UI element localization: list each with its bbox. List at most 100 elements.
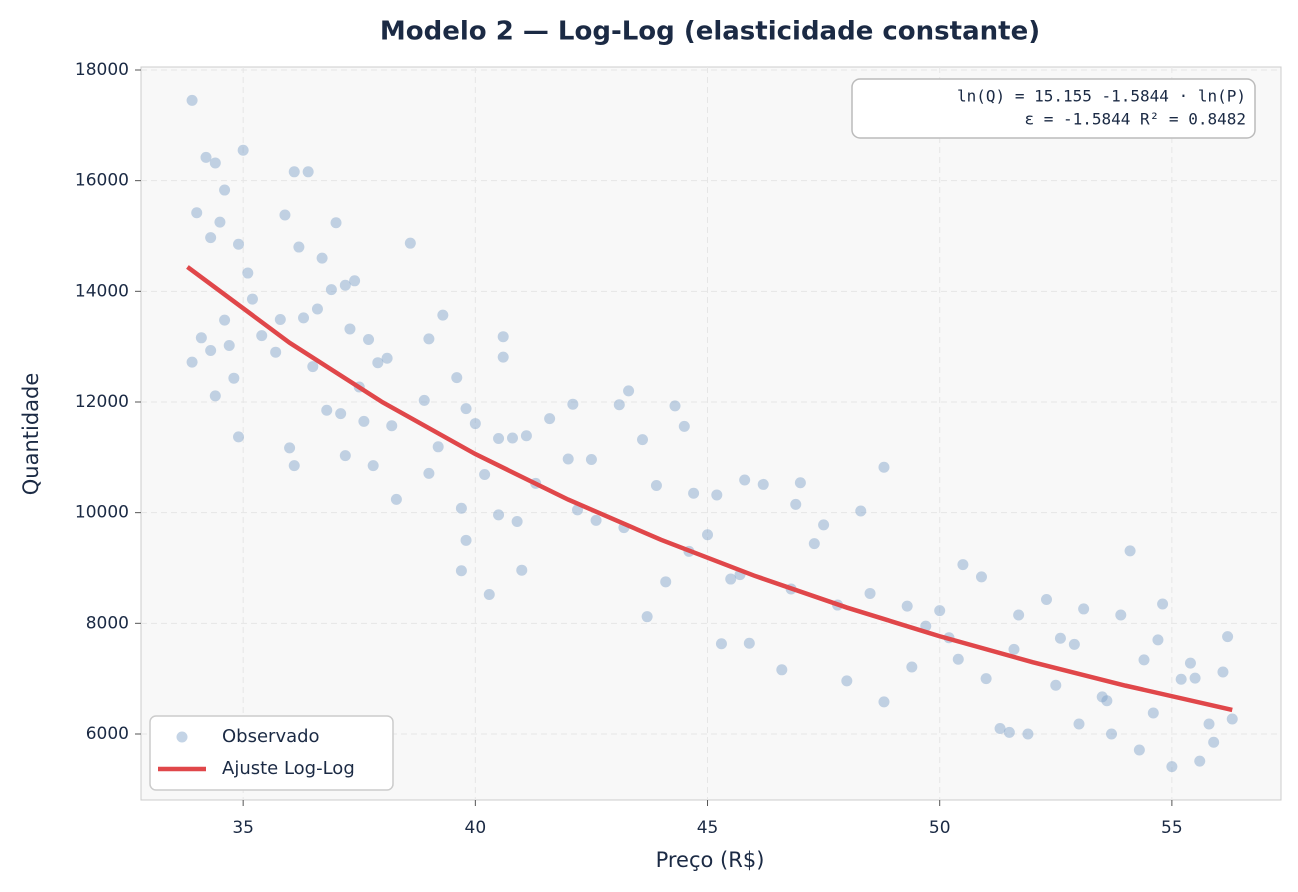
data-point (1222, 631, 1234, 643)
data-point (1175, 673, 1187, 685)
data-point (209, 390, 221, 402)
legend-label: Observado (222, 726, 320, 747)
x-tick-label: 40 (465, 818, 487, 838)
data-point (957, 559, 969, 571)
data-point (358, 415, 370, 427)
data-point (1008, 643, 1020, 655)
legend-box (149, 715, 394, 791)
data-point (321, 404, 333, 416)
data-point (363, 333, 375, 345)
plot-area (140, 66, 1282, 801)
annotation-text: ln(Q) = 15.155 -1.5844 · ln(P) (957, 87, 1246, 106)
data-point (1184, 657, 1196, 669)
data-point (307, 361, 319, 373)
data-point (1208, 736, 1220, 748)
data-point (1073, 718, 1085, 730)
data-point (901, 600, 913, 612)
y-axis-label: Quantidade (19, 373, 43, 496)
data-point (270, 346, 282, 358)
data-point (975, 571, 987, 583)
legend: Observado Ajuste Log-Log (149, 715, 394, 791)
data-point (567, 398, 579, 410)
data-point (246, 293, 258, 305)
data-point (776, 664, 788, 676)
data-point (506, 432, 518, 444)
data-point (460, 403, 472, 415)
data-point (432, 441, 444, 453)
data-point (623, 385, 635, 397)
annotation-box (851, 78, 1256, 139)
data-point (678, 420, 690, 432)
data-point (479, 468, 491, 480)
data-point (641, 611, 653, 623)
data-point (325, 284, 337, 296)
data-point (1194, 755, 1206, 767)
data-point (311, 303, 323, 315)
data-point (1040, 594, 1052, 606)
data-point (1101, 695, 1113, 707)
data-point (808, 538, 820, 550)
data-point (516, 564, 528, 576)
data-point (186, 94, 198, 106)
data-point (855, 505, 867, 517)
data-point (688, 487, 700, 499)
data-point (562, 453, 574, 465)
data-point (455, 502, 467, 514)
data-point (725, 573, 737, 585)
data-point (1138, 654, 1150, 666)
data-point (205, 232, 217, 244)
chart-title: Modelo 2 — Log-Log (elasticidade constan… (380, 17, 1040, 47)
y-tick-label: 16000 (75, 171, 129, 191)
data-point (386, 420, 398, 432)
x-axis-label: Preço (R$) (656, 848, 765, 872)
data-point (455, 565, 467, 577)
y-tick-label: 14000 (75, 281, 129, 301)
data-point (794, 477, 806, 489)
x-tick-label: 35 (232, 818, 254, 838)
data-point (511, 516, 523, 528)
data-point (367, 460, 379, 472)
data-point (349, 275, 361, 287)
data-point (711, 489, 723, 501)
data-point (214, 216, 226, 228)
data-point (520, 430, 532, 442)
data-point (743, 637, 755, 649)
data-point (878, 461, 890, 473)
x-tick-label: 55 (1161, 818, 1183, 838)
data-point (790, 498, 802, 510)
data-point (952, 653, 964, 665)
data-point (404, 237, 416, 249)
data-point (1050, 679, 1062, 691)
data-point (256, 330, 268, 342)
data-point (715, 638, 727, 650)
data-point (339, 279, 351, 291)
annotation-text: ε = -1.5844 R² = 0.8482 (1024, 110, 1246, 129)
data-point (613, 399, 625, 411)
data-point (237, 144, 249, 156)
data-point (994, 722, 1006, 734)
data-point (200, 151, 212, 163)
data-point (841, 675, 853, 687)
data-point (223, 340, 235, 352)
annotation: ln(Q) = 15.155 -1.5844 · ln(P) ε = -1.584… (851, 78, 1256, 139)
data-point (980, 673, 992, 685)
y-tick-label: 18000 (75, 60, 129, 80)
data-point (219, 314, 231, 326)
data-point (585, 454, 597, 466)
data-point (1068, 638, 1080, 650)
data-point (460, 534, 472, 546)
data-point (1078, 603, 1090, 615)
data-point (293, 241, 305, 253)
data-point (302, 166, 314, 178)
x-tick-label: 50 (929, 818, 951, 838)
data-point (205, 345, 217, 357)
data-point (381, 352, 393, 364)
data-point (1226, 713, 1238, 725)
data-point (497, 331, 509, 343)
data-point (195, 332, 207, 344)
data-point (1147, 707, 1159, 719)
data-point (1189, 672, 1201, 684)
data-point (451, 372, 463, 384)
data-point (650, 480, 662, 492)
